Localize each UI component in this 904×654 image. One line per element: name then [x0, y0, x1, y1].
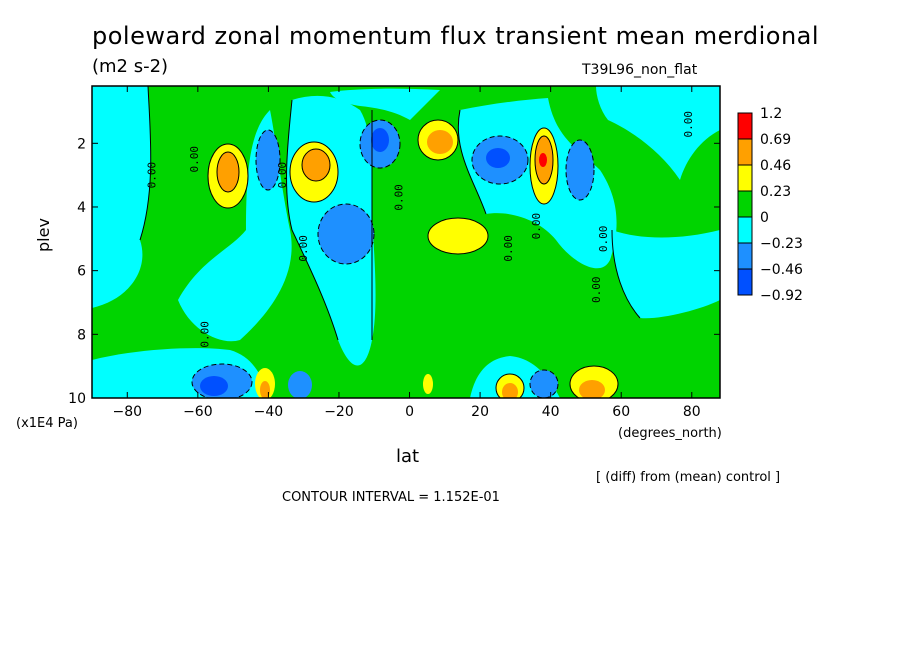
blob-blue-surf-nh: [530, 370, 558, 398]
x-tick-label: 20: [471, 404, 489, 420]
blob-blue-nh-25-core: [486, 148, 510, 168]
blob-blue-nh-51: [566, 140, 594, 200]
x-tick-label: 60: [612, 404, 630, 420]
legend-label: −0.92: [760, 288, 803, 304]
x-tick-label: 80: [683, 404, 701, 420]
blob-blue-eq-core: [371, 128, 389, 152]
legend-label: 1.2: [760, 106, 782, 122]
contour-lines-negative: [191, 119, 595, 398]
y-tick-label: 2: [77, 136, 86, 152]
x-tick-label: 0: [405, 404, 414, 420]
region-cyan-polar-nh: [596, 86, 720, 180]
legend-label: 0.23: [760, 184, 791, 200]
contour-value-label: 0.00: [276, 162, 289, 189]
blob-red-nh-38: [539, 153, 547, 167]
contour-fill: [92, 86, 720, 398]
blob-orange-surf-51: [579, 380, 605, 398]
diff-note: [ (diff) from (mean) control ]: [596, 470, 781, 485]
y-units: (x1E4 Pa): [16, 416, 78, 431]
run-name: T39L96_non_flat: [582, 62, 698, 78]
chart-units: (m2 s-2): [92, 56, 169, 77]
blob-yellow-nh-12: [428, 218, 488, 254]
legend-label: −0.46: [760, 262, 803, 278]
contour-value-label: 0.00: [188, 146, 201, 173]
legend-swatch: [737, 242, 753, 270]
legend-label: 0.46: [760, 158, 791, 174]
blob-orange-eq-9: [427, 130, 453, 154]
axis-ticks: −80 −60 −40 −20 0 20 40 60 80 2 4 6 8 10: [68, 86, 720, 420]
blob-yellow-surf-5: [423, 374, 433, 394]
x-tick-label: −60: [183, 404, 213, 420]
x-tick-label: 40: [542, 404, 560, 420]
blob-orange-sh-52: [217, 152, 239, 192]
y-tick-label: 6: [77, 264, 86, 280]
contour-value-label: 0.00: [530, 213, 543, 240]
legend-swatch: [737, 216, 753, 244]
contour-interval: CONTOUR INTERVAL = 1.152E-01: [282, 490, 500, 505]
contour-value-label: 0.00: [198, 321, 211, 348]
contour-value-label: 0.00: [146, 162, 159, 189]
legend-label: 0.69: [760, 132, 791, 148]
contour-value-label: 0.00: [297, 235, 310, 262]
legend-swatch: [737, 164, 753, 192]
ylabel: plev: [34, 218, 53, 252]
x-tick-label: −80: [113, 404, 143, 420]
x-tick-label: −40: [254, 404, 284, 420]
contour-lines: [139, 86, 641, 398]
blob-blue-surf-sh-core: [200, 376, 228, 396]
legend-swatch: [737, 268, 753, 296]
blob-blue-surf-30: [288, 371, 312, 398]
blob-orange-sh-27: [302, 149, 330, 181]
chart-title: poleward zonal momentum flux transient m…: [92, 22, 820, 50]
contour-labels: 0.00 0.00 0.00 0.00 0.00 0.00 0.00 0.00 0.00 0.00…: [146, 111, 695, 348]
legend-swatch: [737, 112, 753, 140]
y-tick-label: 8: [77, 327, 86, 343]
contour-value-label: 0.00: [682, 111, 695, 137]
region-cyan-nh-lower: [612, 230, 720, 319]
legend-label: 0: [760, 210, 769, 226]
blob-blue-sh-16: [318, 204, 374, 264]
color-legend: 1.2 0.69 0.46 0.23 0 −0.23 −0.46 −0.92: [737, 106, 803, 304]
x-tick-label: −20: [324, 404, 354, 420]
contour-value-label: 0.00: [590, 277, 603, 304]
plot-frame: [91, 85, 721, 399]
region-cyan-polar-sh: [92, 86, 151, 308]
blob-orange-surf-28: [502, 383, 518, 398]
legend-swatch: [737, 138, 753, 166]
legend-swatch: [737, 190, 753, 218]
xlabel: lat: [396, 446, 420, 467]
contour-value-label: 0.00: [502, 235, 515, 262]
legend-label: −0.23: [760, 236, 803, 252]
region-cyan-upper: [330, 88, 440, 120]
x-units: (degrees_north): [618, 426, 722, 441]
contour-value-label: 0.00: [597, 226, 610, 253]
y-tick-label: 4: [77, 200, 86, 216]
y-tick-label: 10: [68, 391, 86, 407]
blob-orange-surf-45: [260, 381, 270, 398]
blob-blue-sh-40: [256, 130, 280, 190]
contour-value-label: 0.00: [392, 184, 405, 211]
